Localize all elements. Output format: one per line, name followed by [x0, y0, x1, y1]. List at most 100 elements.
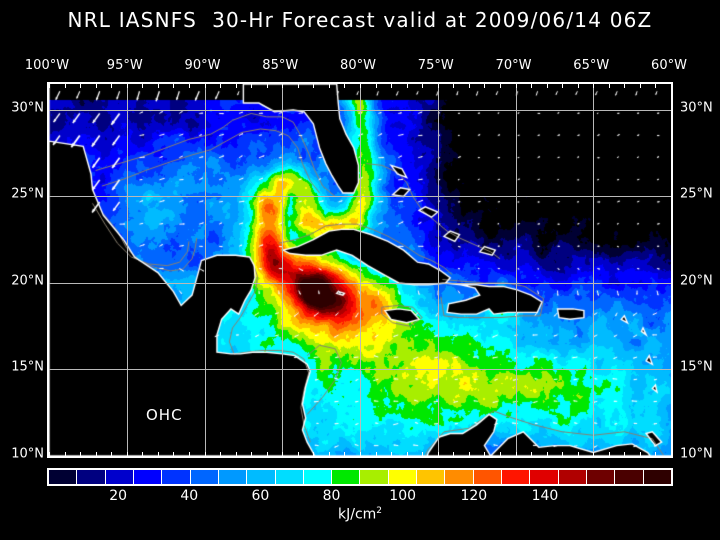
axis-tick-mark — [95, 452, 97, 456]
colorbar-swatch[interactable] — [417, 470, 446, 484]
lat-tick-label: 20°N — [11, 273, 44, 289]
axis-tick-mark — [251, 84, 253, 88]
colorbar-tick-label: 40 — [180, 488, 199, 504]
axis-tick-mark — [499, 84, 501, 88]
axis-tick-mark — [126, 84, 128, 88]
axis-tick-mark — [220, 84, 222, 88]
colorbar-swatch[interactable] — [586, 470, 616, 484]
map-plot-area[interactable] — [47, 82, 673, 458]
colorbar-tick-label: 80 — [322, 488, 341, 504]
colorbar-swatch[interactable] — [615, 470, 644, 484]
axis-tick-mark — [235, 452, 237, 456]
colorbar-unit-text: kJ/cm — [337, 506, 377, 523]
axis-tick-mark — [546, 84, 548, 88]
colorbar-swatch[interactable] — [502, 470, 531, 484]
axis-tick-mark — [406, 84, 408, 88]
axis-tick-mark — [142, 84, 144, 88]
axis-tick-mark — [531, 84, 533, 88]
axis-tick-mark — [577, 452, 579, 456]
axis-tick-mark — [344, 452, 346, 456]
colorbar-swatch[interactable] — [190, 470, 219, 484]
colorbar-swatch[interactable] — [247, 470, 276, 484]
colorbar-swatch[interactable] — [49, 470, 78, 484]
colorbar-swatch[interactable] — [558, 470, 587, 484]
ohc-field-label: OHC — [146, 406, 183, 424]
colorbar-unit-label: kJ/cm2 — [0, 506, 720, 523]
figure-title: NRL IASNFS 30-Hr Forecast valid at 2009/… — [67, 8, 653, 32]
lon-tick-label: 70°W — [495, 58, 532, 73]
axis-tick-mark — [64, 452, 66, 456]
lon-tick-label: 100°W — [24, 58, 70, 73]
axis-tick-mark — [328, 452, 330, 456]
axis-tick-mark — [484, 452, 486, 456]
axis-tick-mark — [95, 84, 97, 88]
lon-tick-label: 65°W — [573, 58, 610, 73]
axis-tick-mark — [546, 452, 548, 456]
axis-tick-mark — [80, 452, 82, 456]
colorbar-swatch[interactable] — [332, 470, 361, 484]
axis-tick-mark — [375, 452, 377, 456]
colorbar-swatch[interactable] — [473, 470, 502, 484]
axis-tick-mark — [422, 452, 424, 456]
axis-tick-mark — [437, 84, 439, 88]
lon-tick-label: 75°W — [417, 58, 454, 73]
colorbar-swatch[interactable] — [77, 470, 106, 484]
lon-tick-label: 90°W — [184, 58, 221, 73]
axis-tick-mark — [624, 84, 626, 88]
lat-tick-label: 30°N — [680, 100, 713, 116]
colorbar[interactable] — [47, 468, 673, 486]
colorbar-swatch[interactable] — [105, 470, 134, 484]
colorbar-swatch[interactable] — [133, 470, 163, 484]
colorbar-swatch[interactable] — [530, 470, 559, 484]
axis-tick-mark — [453, 452, 455, 456]
ohc-heatmap-canvas[interactable] — [49, 84, 671, 456]
colorbar-tick-label: 100 — [389, 488, 417, 504]
axis-tick-mark — [111, 84, 113, 88]
axis-tick-mark — [515, 84, 517, 88]
axis-tick-mark — [344, 84, 346, 88]
axis-tick-mark — [608, 84, 610, 88]
axis-tick-mark — [422, 84, 424, 88]
colorbar-tick-label: 120 — [460, 488, 488, 504]
axis-tick-mark — [360, 452, 361, 456]
axis-tick-mark — [251, 452, 253, 456]
colorbar-tick-label: 60 — [251, 488, 270, 504]
colorbar-swatch[interactable] — [162, 470, 191, 484]
colorbar-swatch[interactable] — [643, 470, 671, 484]
axis-tick-mark — [499, 452, 501, 456]
axis-tick-mark — [671, 452, 672, 456]
lat-tick-label: 10°N — [11, 446, 44, 462]
axis-tick-mark — [562, 452, 564, 456]
axis-tick-mark — [266, 452, 268, 456]
axis-tick-mark — [671, 84, 672, 88]
axis-tick-mark — [639, 452, 641, 456]
axis-tick-mark — [282, 84, 284, 88]
axis-tick-mark — [468, 84, 470, 88]
axis-tick-mark — [655, 84, 657, 88]
axis-tick-mark — [531, 452, 533, 456]
colorbar-swatch[interactable] — [445, 470, 474, 484]
lat-tick-label: 10°N — [680, 446, 713, 462]
colorbar-swatch[interactable] — [303, 470, 333, 484]
colorbar-swatch[interactable] — [360, 470, 389, 484]
colorbar-swatch[interactable] — [275, 470, 304, 484]
axis-tick-mark — [282, 452, 284, 456]
axis-tick-mark — [204, 452, 206, 456]
axis-tick-mark — [157, 84, 159, 88]
lat-tick-label: 15°N — [11, 359, 44, 375]
axis-tick-mark — [515, 452, 517, 456]
axis-tick-mark — [49, 452, 50, 456]
lon-tick-label: 85°W — [262, 58, 299, 73]
axis-tick-mark — [313, 84, 315, 88]
colorbar-swatch[interactable] — [388, 470, 418, 484]
axis-tick-mark — [235, 84, 237, 88]
axis-tick-mark — [593, 84, 595, 88]
axis-tick-mark — [64, 84, 66, 88]
axis-tick-mark — [173, 84, 175, 88]
colorbar-tick-label: 140 — [531, 488, 559, 504]
axis-tick-mark — [608, 452, 610, 456]
colorbar-swatch[interactable] — [218, 470, 248, 484]
axis-tick-mark — [80, 84, 82, 88]
axis-tick-mark — [220, 452, 222, 456]
axis-tick-mark — [142, 452, 144, 456]
